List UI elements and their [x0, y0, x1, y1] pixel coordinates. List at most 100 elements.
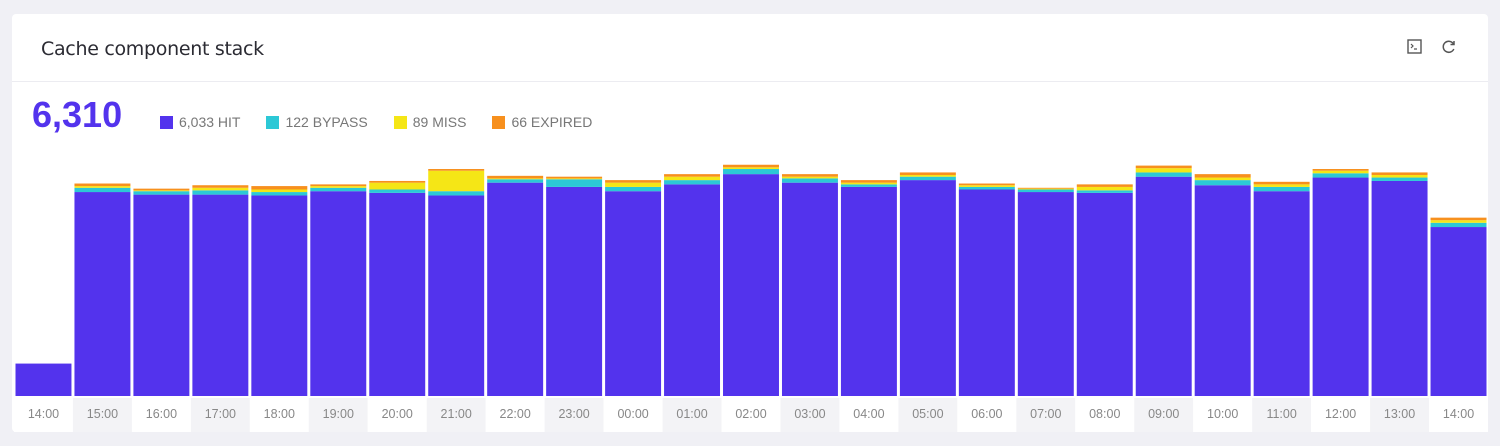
- bar-segment-hit[interactable]: [723, 174, 779, 396]
- bar-segment-miss[interactable]: [1371, 174, 1428, 178]
- bar-segment-miss[interactable]: [781, 176, 838, 179]
- bar-segment-hit[interactable]: [840, 186, 897, 396]
- bar-segment-hit[interactable]: [664, 184, 721, 396]
- bar-segment-hit[interactable]: [251, 195, 308, 396]
- bar-segment-miss[interactable]: [1135, 168, 1192, 173]
- bar-segment-bypass[interactable]: [664, 180, 721, 185]
- legend-miss[interactable]: 89 MISS: [393, 114, 466, 130]
- bar-segment-hit[interactable]: [781, 182, 838, 396]
- bar-segment-expired[interactable]: [840, 180, 897, 183]
- bar-segment-bypass[interactable]: [487, 179, 544, 183]
- bar-segment-miss[interactable]: [74, 186, 131, 188]
- terminal-icon[interactable]: [1406, 38, 1422, 54]
- bar-segment-miss[interactable]: [664, 176, 721, 181]
- bar-segment-miss[interactable]: [1312, 170, 1369, 174]
- bar-segment-bypass[interactable]: [1253, 186, 1310, 192]
- bar-segment-bypass[interactable]: [428, 191, 485, 196]
- bar-segment-expired[interactable]: [1135, 165, 1192, 169]
- refresh-icon[interactable]: [1440, 38, 1456, 54]
- bar-segment-expired[interactable]: [605, 180, 662, 183]
- bar-segment-expired[interactable]: [369, 180, 426, 183]
- bar-segment-bypass[interactable]: [310, 187, 367, 192]
- bar-segment-bypass[interactable]: [1430, 222, 1487, 228]
- bar-segment-bypass[interactable]: [546, 179, 603, 187]
- bar-segment-hit[interactable]: [74, 192, 131, 396]
- bar-segment-expired[interactable]: [251, 186, 308, 190]
- bar-segment-expired[interactable]: [899, 172, 956, 175]
- bar-segment-bypass[interactable]: [605, 186, 662, 192]
- bar-segment-bypass[interactable]: [192, 190, 249, 195]
- bar-segment-hit[interactable]: [1194, 185, 1251, 396]
- bar-segment-miss[interactable]: [1194, 177, 1251, 181]
- bar-segment-miss[interactable]: [1076, 186, 1133, 191]
- bar-segment-bypass[interactable]: [723, 169, 779, 175]
- bar-segment-bypass[interactable]: [251, 192, 308, 196]
- bar-segment-miss[interactable]: [310, 186, 367, 188]
- bar-segment-hit[interactable]: [899, 180, 956, 396]
- bar-segment-expired[interactable]: [664, 174, 721, 177]
- bar-segment-miss[interactable]: [369, 182, 426, 190]
- bar-segment-hit[interactable]: [1253, 191, 1310, 396]
- bar-segment-miss[interactable]: [605, 182, 662, 187]
- bar-segment-expired[interactable]: [1430, 217, 1487, 221]
- bar-segment-miss[interactable]: [840, 182, 897, 185]
- bar-segment-hit[interactable]: [1017, 192, 1074, 396]
- bar-segment-expired[interactable]: [781, 174, 838, 177]
- bar-segment-expired[interactable]: [958, 183, 1015, 186]
- bar-segment-expired[interactable]: [1371, 172, 1428, 175]
- bar-segment-miss[interactable]: [251, 189, 308, 193]
- bar-segment-expired[interactable]: [1194, 174, 1251, 178]
- bar-segment-expired[interactable]: [487, 175, 544, 179]
- bar-segment-hit[interactable]: [369, 192, 426, 396]
- bar-segment-bypass[interactable]: [840, 184, 897, 187]
- bar-segment-bypass[interactable]: [1017, 189, 1074, 193]
- bar-segment-expired[interactable]: [1076, 184, 1133, 187]
- bar-segment-expired[interactable]: [192, 185, 249, 188]
- bar-segment-miss[interactable]: [487, 178, 544, 180]
- bar-segment-bypass[interactable]: [1371, 177, 1428, 181]
- bar-segment-bypass[interactable]: [781, 178, 838, 183]
- bar-segment-expired[interactable]: [1312, 169, 1369, 171]
- bar-segment-hit[interactable]: [1371, 180, 1428, 396]
- legend-hit[interactable]: 6,033 HIT: [160, 114, 240, 130]
- bar-segment-bypass[interactable]: [74, 187, 131, 193]
- bar-segment-miss[interactable]: [723, 167, 779, 170]
- bar-segment-bypass[interactable]: [958, 186, 1015, 190]
- bar-segment-hit[interactable]: [1312, 177, 1369, 396]
- bar-segment-miss[interactable]: [899, 174, 956, 177]
- bar-segment-expired[interactable]: [1017, 187, 1074, 189]
- bar-segment-hit[interactable]: [192, 194, 249, 396]
- bar-segment-miss[interactable]: [1017, 188, 1074, 190]
- bar-segment-hit[interactable]: [1076, 192, 1133, 396]
- bar-segment-bypass[interactable]: [1194, 180, 1251, 186]
- bar-segment-expired[interactable]: [74, 183, 131, 187]
- bar-segment-bypass[interactable]: [133, 191, 190, 195]
- bar-segment-expired[interactable]: [723, 164, 779, 168]
- bar-segment-hit[interactable]: [310, 191, 367, 396]
- bar-segment-bypass[interactable]: [899, 176, 956, 181]
- legend-expired[interactable]: 66 EXPIRED: [492, 114, 592, 130]
- bar-segment-hit[interactable]: [15, 363, 72, 396]
- bar-segment-hit[interactable]: [428, 195, 485, 396]
- bar-segment-expired[interactable]: [1253, 181, 1310, 185]
- bar-segment-expired[interactable]: [546, 176, 603, 179]
- legend-bypass[interactable]: 122 BYPASS: [266, 114, 368, 130]
- bar-segment-miss[interactable]: [1253, 184, 1310, 187]
- bar-segment-expired[interactable]: [428, 169, 485, 171]
- bar-segment-miss[interactable]: [546, 178, 603, 180]
- bar-segment-bypass[interactable]: [1076, 190, 1133, 193]
- bar-segment-hit[interactable]: [133, 194, 190, 396]
- bar-segment-hit[interactable]: [605, 191, 662, 396]
- bar-segment-bypass[interactable]: [369, 189, 426, 193]
- bar-segment-bypass[interactable]: [1135, 172, 1192, 177]
- bar-segment-miss[interactable]: [428, 170, 485, 192]
- bar-segment-hit[interactable]: [1135, 176, 1192, 396]
- bar-segment-miss[interactable]: [958, 185, 1015, 187]
- bar-segment-bypass[interactable]: [1312, 173, 1369, 178]
- bar-segment-hit[interactable]: [958, 189, 1015, 396]
- bar-segment-miss[interactable]: [133, 190, 190, 192]
- bar-segment-hit[interactable]: [546, 186, 603, 396]
- bar-segment-miss[interactable]: [1430, 220, 1487, 223]
- bar-segment-hit[interactable]: [487, 182, 544, 396]
- bar-segment-expired[interactable]: [310, 184, 367, 187]
